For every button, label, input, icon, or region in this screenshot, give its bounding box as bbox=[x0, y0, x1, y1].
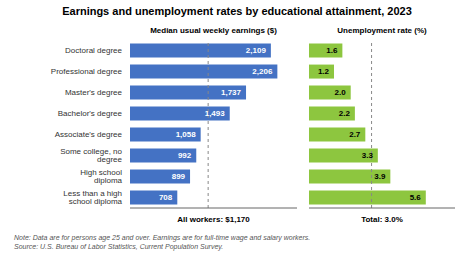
svg-text:5.6: 5.6 bbox=[410, 193, 422, 202]
svg-text:708: 708 bbox=[159, 193, 173, 202]
svg-text:Bachelor's degree: Bachelor's degree bbox=[58, 109, 123, 118]
html-text:Total: 3.0%: Total: 3.0% bbox=[361, 215, 403, 224]
svg-text:2,109: 2,109 bbox=[246, 46, 267, 55]
svg-text:Master's degree: Master's degree bbox=[65, 88, 123, 97]
svg-text:992: 992 bbox=[178, 151, 192, 160]
svg-text:2,206: 2,206 bbox=[252, 67, 273, 76]
svg-text:899: 899 bbox=[172, 172, 186, 181]
html-text:Unemployment rate (%): Unemployment rate (%) bbox=[337, 26, 427, 35]
svg-text:Associate's degree: Associate's degree bbox=[55, 130, 123, 139]
svg-text:1.2: 1.2 bbox=[318, 67, 330, 76]
svg-text:1,058: 1,058 bbox=[176, 130, 197, 139]
html-text:Earnings and unemployment rate: Earnings and unemployment rates by educa… bbox=[62, 5, 412, 17]
svg-text:Professional degree: Professional degree bbox=[51, 67, 123, 76]
svg-text:1,493: 1,493 bbox=[205, 109, 226, 118]
svg-text:Doctoral degree: Doctoral degree bbox=[65, 46, 122, 55]
html-text:All workers: $1,170: All workers: $1,170 bbox=[177, 215, 250, 224]
svg-text:3.3: 3.3 bbox=[362, 151, 374, 160]
svg-text:3.9: 3.9 bbox=[374, 172, 386, 181]
svg-text:1.6: 1.6 bbox=[326, 46, 338, 55]
svg-text:Some college, nodegree: Some college, nodegree bbox=[60, 147, 122, 164]
svg-text:2.2: 2.2 bbox=[339, 109, 351, 118]
svg-text:High schooldiploma: High schooldiploma bbox=[80, 168, 122, 185]
svg-text:1,737: 1,737 bbox=[221, 88, 242, 97]
svg-text:2.7: 2.7 bbox=[349, 130, 361, 139]
html-text:Median usual weekly earnings (: Median usual weekly earnings ($) bbox=[150, 26, 277, 35]
svg-text:2.0: 2.0 bbox=[335, 88, 347, 97]
svg-text:Less than a highschool diploma: Less than a highschool diploma bbox=[63, 189, 122, 206]
html-text:Note: Data are for persons age: Note: Data are for persons age 25 and ov… bbox=[14, 234, 311, 250]
